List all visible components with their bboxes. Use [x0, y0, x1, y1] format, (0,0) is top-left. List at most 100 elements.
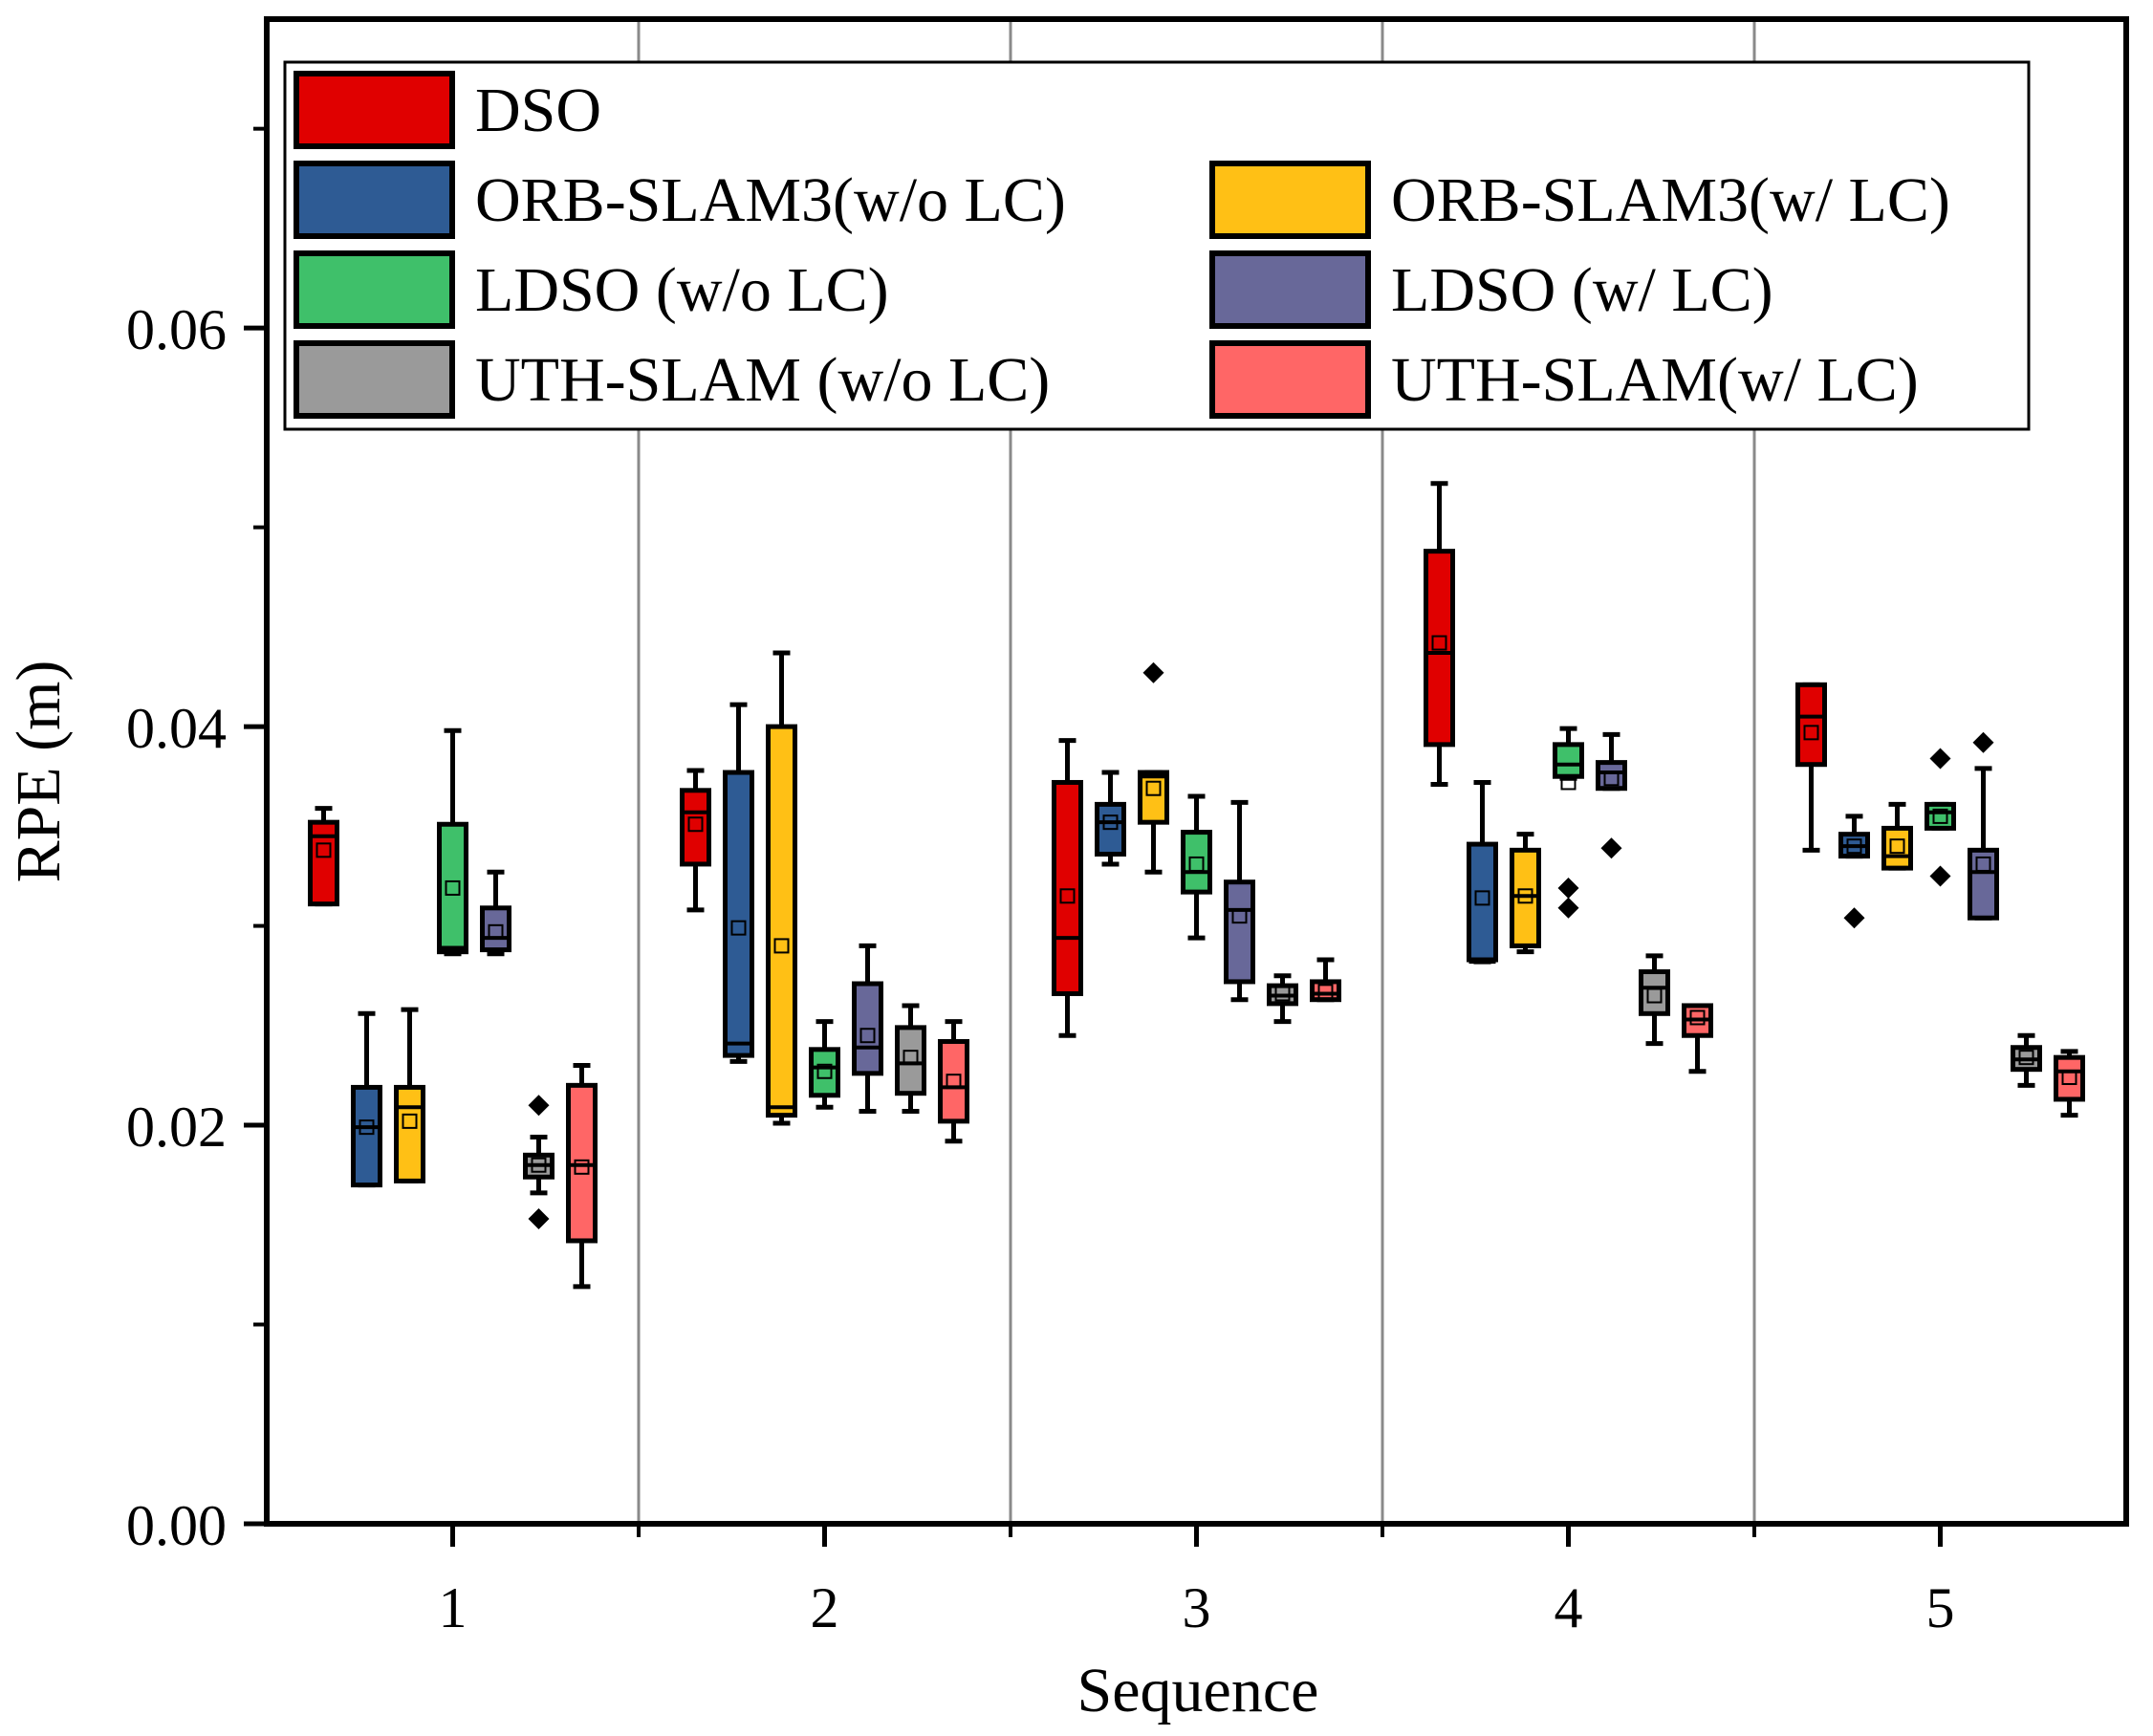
legend: DSO ORB-SLAM3(w/o LC) ORB-SLAM3(w/ LC) LDSO… — [283, 60, 2031, 431]
box-1-5 — [523, 1095, 555, 1230]
mean-marker — [1145, 780, 1162, 796]
box-2-6 — [938, 1019, 969, 1144]
iqr-box — [723, 770, 754, 1058]
box-2-1 — [723, 702, 754, 1064]
iqr-box — [1095, 801, 1126, 857]
legend-swatch — [1209, 340, 1371, 419]
box-3-4 — [1224, 799, 1255, 1003]
mean-marker — [859, 1028, 876, 1044]
mean-marker — [1646, 987, 1663, 1004]
legend-label: UTH-SLAM (w/o LC) — [475, 345, 1050, 415]
mean-marker — [1102, 814, 1119, 831]
iqr-box — [1181, 830, 1212, 895]
box-3-1 — [1095, 770, 1126, 867]
box-1-3 — [437, 727, 468, 957]
legend-box — [283, 60, 2031, 431]
legend-label: ORB-SLAM3(w/ LC) — [1391, 165, 1950, 235]
box-2-5 — [895, 1003, 926, 1114]
iqr-box — [1224, 879, 1255, 985]
legend-swatch — [294, 161, 455, 239]
box-1-0 — [308, 806, 339, 907]
outlier-point — [1557, 877, 1579, 899]
outlier-point — [1600, 837, 1622, 859]
box-1-2 — [394, 1007, 425, 1183]
box-4-0 — [1424, 481, 1455, 788]
box-3-6 — [1310, 957, 1341, 1003]
box-3-2 — [1138, 662, 1169, 875]
mean-marker — [445, 879, 461, 896]
box-4-4 — [1596, 731, 1627, 859]
iqr-box — [1138, 770, 1169, 825]
iqr-box — [766, 724, 797, 1118]
outlier-point — [528, 1095, 550, 1117]
outlier-point — [528, 1208, 550, 1230]
iqr-box — [1925, 801, 1956, 831]
iqr-box — [895, 1025, 926, 1096]
x-axis-label: Sequence — [1077, 1656, 1319, 1725]
outlier-point — [1929, 748, 1951, 770]
box-2-2 — [766, 650, 797, 1126]
iqr-box — [394, 1084, 425, 1183]
iqr-box — [809, 1047, 840, 1098]
iqr-box — [1639, 969, 1670, 1016]
y-tick-label: 0.00 — [126, 1494, 227, 1557]
box-5-6 — [2054, 1049, 2085, 1118]
mean-marker — [687, 816, 704, 833]
legend-label: UTH-SLAM(w/ LC) — [1391, 345, 1919, 415]
box-2-3 — [809, 1019, 840, 1110]
iqr-box — [1553, 742, 1584, 779]
x-tick-label: 5 — [1926, 1576, 1955, 1639]
box-4-6 — [1682, 1003, 1713, 1074]
mean-marker — [488, 923, 504, 940]
box-1-4 — [480, 869, 511, 957]
legend-swatch — [294, 71, 455, 149]
mean-marker — [2061, 1070, 2077, 1086]
iqr-box — [351, 1084, 382, 1188]
iqr-box — [1596, 760, 1627, 792]
mean-marker — [1889, 838, 1905, 855]
iqr-box — [480, 905, 511, 953]
mean-marker — [1317, 984, 1334, 1000]
box-5-2 — [1881, 801, 1913, 871]
mean-marker — [574, 1159, 590, 1175]
box-3-0 — [1052, 738, 1083, 1038]
x-tick-label: 1 — [439, 1576, 468, 1639]
outlier-point — [1929, 865, 1951, 887]
mean-marker — [1274, 986, 1291, 1002]
mean-marker — [1846, 838, 1862, 855]
mean-marker — [2018, 1050, 2034, 1066]
iqr-box — [1510, 847, 1541, 948]
mean-marker — [402, 1113, 418, 1129]
iqr-box — [1424, 549, 1455, 748]
y-tick-label: 0.04 — [126, 697, 227, 760]
mean-marker — [1560, 774, 1577, 791]
mean-marker — [315, 842, 332, 858]
outlier-point — [1972, 731, 1994, 753]
mean-marker — [1231, 908, 1248, 924]
axes: 0.00 0.02 0.04 0.06 1 2 3 4 5 — [126, 126, 1955, 1639]
x-tick-label: 4 — [1555, 1576, 1583, 1639]
iqr-box — [938, 1038, 969, 1124]
legend-swatch — [1209, 250, 1371, 329]
box-3-3 — [1181, 793, 1212, 941]
box-4-2 — [1510, 832, 1541, 955]
iqr-box — [1795, 682, 1827, 768]
legend-swatch — [1209, 161, 1371, 239]
mean-marker — [773, 938, 790, 954]
mean-marker — [946, 1074, 962, 1090]
mean-marker — [1431, 635, 1447, 651]
legend-label: DSO — [475, 76, 601, 145]
mean-marker — [531, 1157, 547, 1173]
mean-marker — [730, 920, 747, 936]
box-5-4 — [1968, 731, 1999, 921]
box-3-5 — [1267, 973, 1298, 1025]
mean-marker — [1803, 725, 1819, 741]
iqr-box — [1968, 847, 1999, 921]
mean-marker — [816, 1063, 833, 1079]
mean-marker — [1932, 808, 1948, 824]
legend-label: LDSO (w/ LC) — [1391, 255, 1773, 325]
box-5-3 — [1925, 748, 1956, 887]
box-series — [308, 481, 2085, 1290]
mean-marker — [359, 1119, 375, 1136]
